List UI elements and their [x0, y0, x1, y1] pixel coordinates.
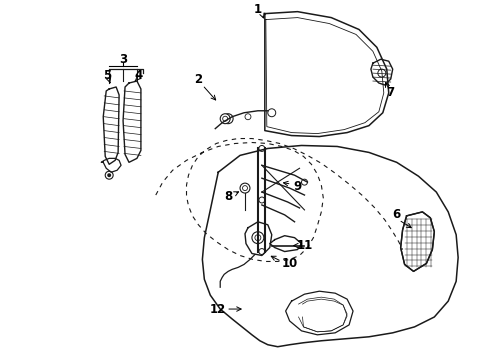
Text: 2: 2	[195, 73, 202, 86]
Circle shape	[259, 248, 265, 255]
Text: 3: 3	[119, 53, 127, 66]
Text: 12: 12	[210, 302, 226, 316]
Text: 7: 7	[387, 86, 395, 99]
Circle shape	[259, 145, 265, 152]
Text: 9: 9	[294, 180, 302, 193]
Circle shape	[240, 183, 250, 193]
Text: 11: 11	[296, 239, 313, 252]
Text: 8: 8	[224, 189, 232, 203]
Text: 5: 5	[103, 69, 111, 82]
Text: 10: 10	[281, 257, 298, 270]
Circle shape	[301, 179, 307, 185]
Circle shape	[105, 171, 113, 179]
Circle shape	[259, 197, 265, 203]
Circle shape	[220, 114, 230, 124]
Circle shape	[107, 173, 111, 177]
Text: 1: 1	[254, 3, 262, 16]
Text: 4: 4	[135, 69, 143, 82]
Circle shape	[378, 69, 386, 77]
Text: 6: 6	[392, 208, 401, 221]
